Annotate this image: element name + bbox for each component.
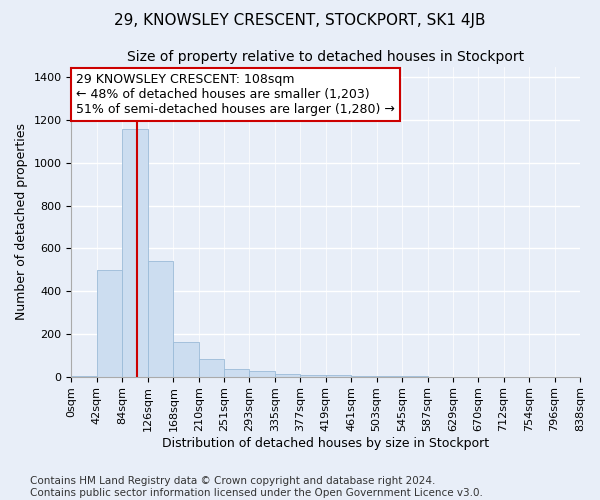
Title: Size of property relative to detached houses in Stockport: Size of property relative to detached ho…	[127, 50, 524, 64]
Bar	[199, 358, 224, 376]
Bar	[224, 369, 249, 376]
Bar	[148, 261, 173, 376]
X-axis label: Distribution of detached houses by size in Stockport: Distribution of detached houses by size …	[162, 437, 489, 450]
Text: Contains HM Land Registry data © Crown copyright and database right 2024.
Contai: Contains HM Land Registry data © Crown c…	[30, 476, 483, 498]
Bar	[97, 270, 122, 376]
Bar	[326, 375, 351, 376]
Bar	[249, 372, 275, 376]
Text: 29, KNOWSLEY CRESCENT, STOCKPORT, SK1 4JB: 29, KNOWSLEY CRESCENT, STOCKPORT, SK1 4J…	[114, 12, 486, 28]
Bar	[173, 342, 199, 376]
Bar	[300, 375, 326, 376]
Bar	[122, 128, 148, 376]
Text: 29 KNOWSLEY CRESCENT: 108sqm
← 48% of detached houses are smaller (1,203)
51% of: 29 KNOWSLEY CRESCENT: 108sqm ← 48% of de…	[76, 73, 395, 116]
Y-axis label: Number of detached properties: Number of detached properties	[15, 123, 28, 320]
Bar	[275, 374, 300, 376]
